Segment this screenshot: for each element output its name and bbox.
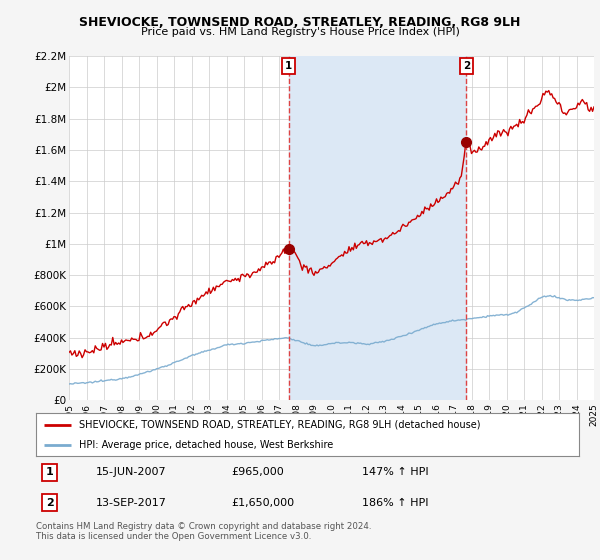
Text: 1: 1: [46, 467, 53, 477]
Text: Contains HM Land Registry data © Crown copyright and database right 2024.
This d: Contains HM Land Registry data © Crown c…: [36, 522, 371, 542]
Text: 1: 1: [285, 61, 292, 71]
Text: 2: 2: [463, 61, 470, 71]
Text: 186% ↑ HPI: 186% ↑ HPI: [362, 498, 428, 508]
Text: SHEVIOCKE, TOWNSEND ROAD, STREATLEY, READING, RG8 9LH (detached house): SHEVIOCKE, TOWNSEND ROAD, STREATLEY, REA…: [79, 419, 481, 430]
Text: Price paid vs. HM Land Registry's House Price Index (HPI): Price paid vs. HM Land Registry's House …: [140, 27, 460, 37]
Text: 13-SEP-2017: 13-SEP-2017: [96, 498, 167, 508]
Text: SHEVIOCKE, TOWNSEND ROAD, STREATLEY, READING, RG8 9LH: SHEVIOCKE, TOWNSEND ROAD, STREATLEY, REA…: [79, 16, 521, 29]
Text: 2: 2: [46, 498, 53, 508]
Text: 15-JUN-2007: 15-JUN-2007: [96, 467, 166, 477]
Text: £1,650,000: £1,650,000: [232, 498, 295, 508]
Bar: [289, 56, 466, 400]
Text: £965,000: £965,000: [232, 467, 284, 477]
Text: 147% ↑ HPI: 147% ↑ HPI: [362, 467, 428, 477]
Text: HPI: Average price, detached house, West Berkshire: HPI: Average price, detached house, West…: [79, 440, 334, 450]
